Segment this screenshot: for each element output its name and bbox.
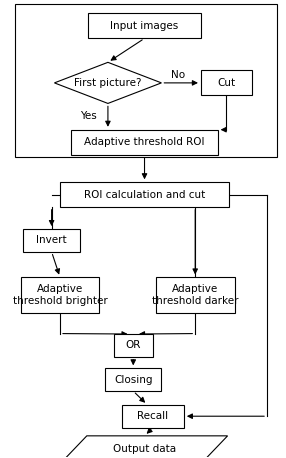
Text: ROI calculation and cut: ROI calculation and cut xyxy=(84,190,205,200)
Text: Adaptive
threshold darker: Adaptive threshold darker xyxy=(152,284,239,306)
Text: No: No xyxy=(171,70,185,80)
Text: Output data: Output data xyxy=(113,444,176,454)
Text: Invert: Invert xyxy=(36,235,67,245)
FancyBboxPatch shape xyxy=(105,368,161,391)
FancyBboxPatch shape xyxy=(156,278,235,313)
Text: Adaptive
threshold brighter: Adaptive threshold brighter xyxy=(13,284,108,306)
Polygon shape xyxy=(61,436,228,458)
Text: Recall: Recall xyxy=(137,411,168,421)
Text: Adaptive threshold ROI: Adaptive threshold ROI xyxy=(84,137,205,147)
FancyBboxPatch shape xyxy=(201,71,251,95)
Text: OR: OR xyxy=(126,340,141,350)
FancyBboxPatch shape xyxy=(122,405,184,428)
Text: Cut: Cut xyxy=(217,78,235,88)
FancyBboxPatch shape xyxy=(114,334,153,357)
FancyBboxPatch shape xyxy=(23,229,80,252)
Text: Input images: Input images xyxy=(110,21,179,31)
Text: First picture?: First picture? xyxy=(74,78,142,88)
FancyBboxPatch shape xyxy=(60,182,229,207)
Text: Yes: Yes xyxy=(80,111,97,121)
FancyBboxPatch shape xyxy=(21,278,100,313)
FancyBboxPatch shape xyxy=(88,13,201,38)
Text: Closing: Closing xyxy=(114,375,152,385)
Polygon shape xyxy=(54,62,161,104)
FancyBboxPatch shape xyxy=(71,130,218,155)
